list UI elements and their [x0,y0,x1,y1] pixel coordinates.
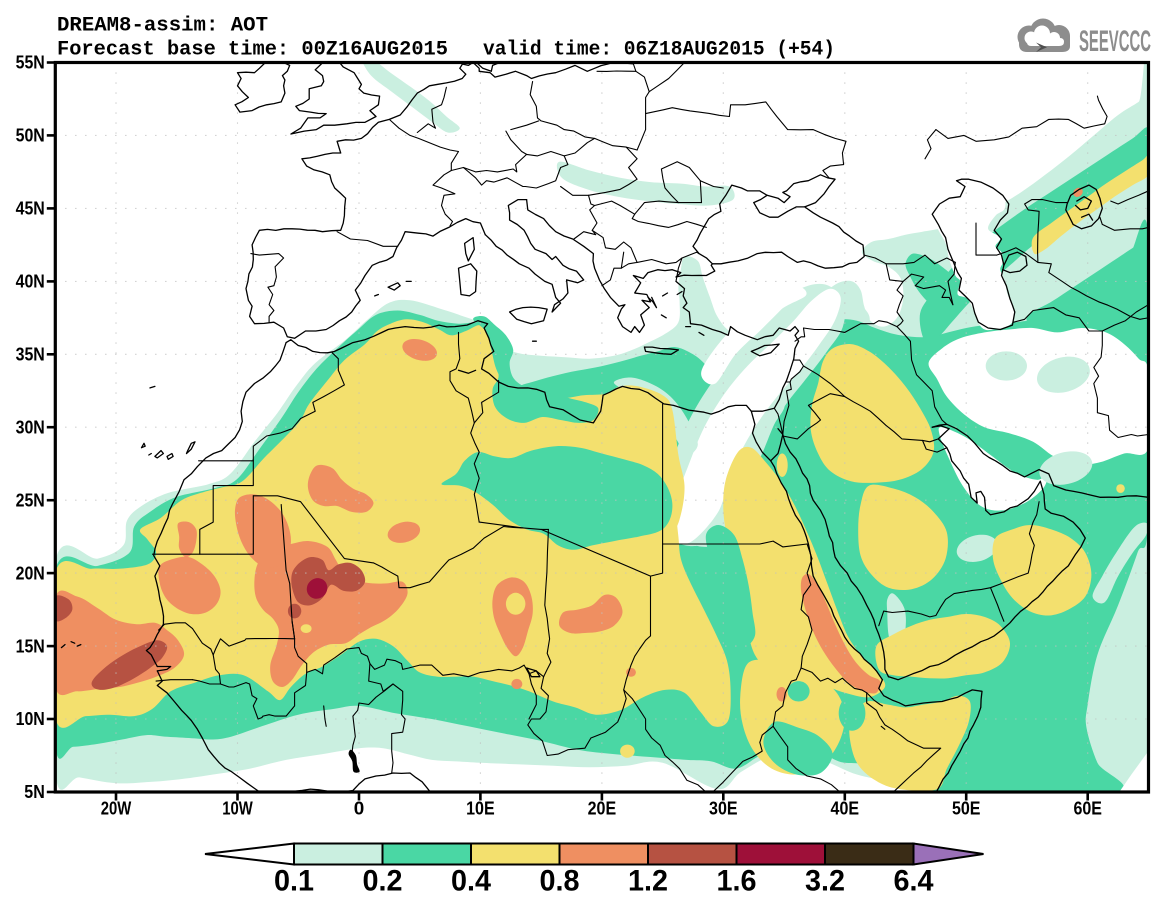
svg-text:55N: 55N [16,52,45,73]
svg-text:DREAM8-assim: AOT: DREAM8-assim: AOT [57,15,268,38]
svg-text:10E: 10E [466,798,495,819]
svg-text:35N: 35N [16,344,45,365]
svg-text:0.8: 0.8 [540,865,580,898]
svg-text:1.6: 1.6 [717,865,757,898]
svg-text:30E: 30E [709,798,738,819]
svg-text:0.1: 0.1 [274,865,314,898]
svg-text:40N: 40N [16,271,45,292]
svg-text:1.2: 1.2 [628,865,668,898]
svg-text:3.2: 3.2 [805,865,845,898]
svg-text:30N: 30N [16,416,45,437]
svg-text:20W: 20W [101,798,132,819]
svg-text:10N: 10N [16,708,45,729]
svg-text:50E: 50E [952,798,981,819]
svg-text:SEEVCCC: SEEVCCC [1079,25,1151,58]
svg-text:25N: 25N [16,489,45,510]
svg-text:45N: 45N [16,198,45,219]
svg-text:0.2: 0.2 [363,865,403,898]
svg-text:Forecast base time: 00Z16AUG20: Forecast base time: 00Z16AUG2015 [57,39,448,62]
svg-text:5N: 5N [24,781,45,802]
svg-text:10W: 10W [222,798,253,819]
svg-text:valid time: 06Z18AUG2015 (+54): valid time: 06Z18AUG2015 (+54) [483,39,835,62]
svg-text:40E: 40E [831,798,860,819]
svg-text:60E: 60E [1073,798,1102,819]
svg-text:20N: 20N [16,562,45,583]
svg-text:20E: 20E [588,798,617,819]
svg-text:0: 0 [354,798,365,819]
svg-text:15N: 15N [16,635,45,656]
svg-text:0.4: 0.4 [451,865,492,898]
svg-text:50N: 50N [16,125,45,146]
svg-text:6.4: 6.4 [894,865,935,898]
